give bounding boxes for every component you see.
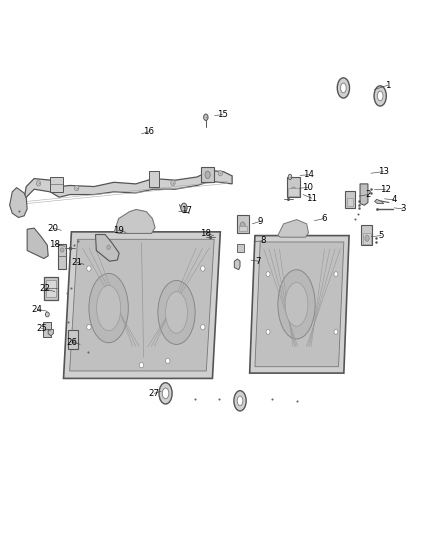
Ellipse shape xyxy=(162,388,169,399)
Polygon shape xyxy=(64,232,220,378)
Ellipse shape xyxy=(288,174,292,180)
Polygon shape xyxy=(250,236,349,373)
Polygon shape xyxy=(10,188,27,217)
Ellipse shape xyxy=(266,329,270,334)
Polygon shape xyxy=(278,220,308,237)
Text: 20: 20 xyxy=(47,224,58,232)
Text: 24: 24 xyxy=(32,305,43,313)
Text: 12: 12 xyxy=(380,185,391,193)
Ellipse shape xyxy=(139,362,144,368)
Ellipse shape xyxy=(171,180,175,185)
Text: 7: 7 xyxy=(256,257,261,265)
Ellipse shape xyxy=(266,272,270,277)
FancyBboxPatch shape xyxy=(363,233,371,244)
Ellipse shape xyxy=(166,292,187,333)
FancyBboxPatch shape xyxy=(50,177,63,192)
FancyBboxPatch shape xyxy=(345,191,355,208)
Ellipse shape xyxy=(237,396,243,406)
Ellipse shape xyxy=(240,222,245,230)
FancyBboxPatch shape xyxy=(237,244,244,252)
Polygon shape xyxy=(234,259,240,270)
Ellipse shape xyxy=(74,185,79,191)
FancyBboxPatch shape xyxy=(46,280,56,297)
Text: 14: 14 xyxy=(303,171,314,179)
Ellipse shape xyxy=(365,235,369,241)
Text: 6: 6 xyxy=(321,214,327,223)
Polygon shape xyxy=(27,228,48,259)
Ellipse shape xyxy=(89,273,128,343)
Text: 22: 22 xyxy=(39,285,50,293)
Text: 27: 27 xyxy=(148,389,160,398)
Polygon shape xyxy=(95,235,119,261)
FancyBboxPatch shape xyxy=(44,277,58,300)
Ellipse shape xyxy=(374,86,386,106)
Text: 1: 1 xyxy=(385,81,390,90)
Ellipse shape xyxy=(166,358,170,364)
Ellipse shape xyxy=(72,338,75,344)
Text: 16: 16 xyxy=(143,127,155,136)
Ellipse shape xyxy=(278,270,315,339)
FancyBboxPatch shape xyxy=(287,177,300,197)
Text: 17: 17 xyxy=(180,206,192,215)
Text: 3: 3 xyxy=(400,205,406,213)
FancyBboxPatch shape xyxy=(201,167,214,182)
Text: 21: 21 xyxy=(71,258,82,266)
Ellipse shape xyxy=(87,325,91,330)
Polygon shape xyxy=(114,209,155,233)
Polygon shape xyxy=(374,199,384,204)
Ellipse shape xyxy=(107,245,110,249)
Ellipse shape xyxy=(337,78,350,98)
Text: 15: 15 xyxy=(217,110,228,119)
Text: 18: 18 xyxy=(200,229,212,238)
Text: 26: 26 xyxy=(67,338,78,346)
Text: 8: 8 xyxy=(260,237,265,245)
Ellipse shape xyxy=(334,329,338,334)
FancyBboxPatch shape xyxy=(237,215,249,233)
Text: 13: 13 xyxy=(378,167,389,176)
Ellipse shape xyxy=(60,248,64,252)
Text: 2: 2 xyxy=(365,190,371,199)
Ellipse shape xyxy=(205,171,210,179)
FancyBboxPatch shape xyxy=(361,225,372,245)
Polygon shape xyxy=(70,239,214,371)
Ellipse shape xyxy=(291,187,296,195)
Ellipse shape xyxy=(87,266,91,271)
Text: 25: 25 xyxy=(36,324,47,333)
Ellipse shape xyxy=(201,325,205,330)
FancyBboxPatch shape xyxy=(58,244,66,269)
Text: 10: 10 xyxy=(302,183,314,192)
Ellipse shape xyxy=(285,282,308,326)
Polygon shape xyxy=(48,329,53,336)
FancyBboxPatch shape xyxy=(68,330,78,349)
Ellipse shape xyxy=(341,83,346,93)
Ellipse shape xyxy=(377,91,383,101)
Text: 19: 19 xyxy=(113,226,124,235)
Ellipse shape xyxy=(181,203,187,213)
FancyBboxPatch shape xyxy=(288,188,299,196)
Text: 18: 18 xyxy=(49,240,60,248)
FancyBboxPatch shape xyxy=(347,198,353,206)
FancyBboxPatch shape xyxy=(239,226,247,231)
Ellipse shape xyxy=(234,391,246,411)
Polygon shape xyxy=(360,184,368,205)
Ellipse shape xyxy=(158,280,195,344)
Ellipse shape xyxy=(218,171,223,176)
FancyBboxPatch shape xyxy=(43,322,51,337)
Ellipse shape xyxy=(36,181,41,186)
Text: 9: 9 xyxy=(258,217,263,225)
Text: 11: 11 xyxy=(306,194,318,203)
Ellipse shape xyxy=(204,114,208,120)
Polygon shape xyxy=(255,242,344,367)
Text: 4: 4 xyxy=(392,196,397,204)
Ellipse shape xyxy=(46,312,49,317)
Ellipse shape xyxy=(159,383,172,404)
Ellipse shape xyxy=(201,266,205,271)
Ellipse shape xyxy=(334,272,338,277)
Ellipse shape xyxy=(96,286,120,330)
Polygon shape xyxy=(17,171,232,213)
Text: 5: 5 xyxy=(378,231,384,240)
FancyBboxPatch shape xyxy=(149,171,159,187)
